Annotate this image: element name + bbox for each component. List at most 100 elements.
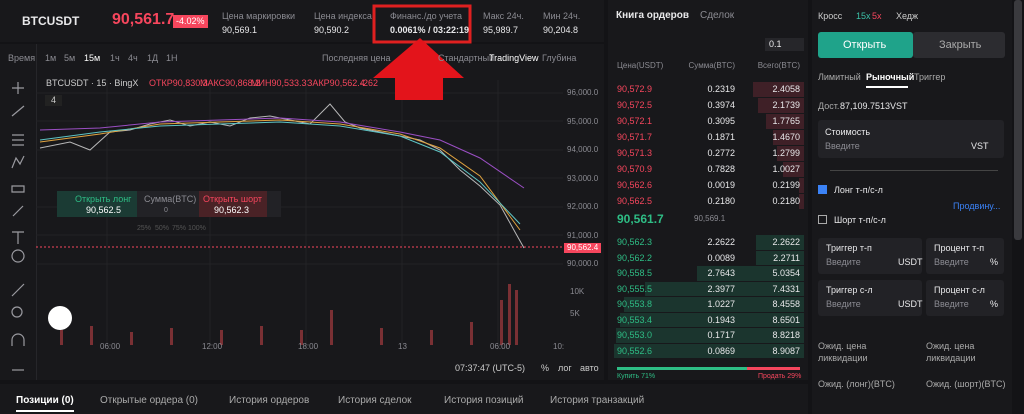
percent-option[interactable]: 50% bbox=[155, 225, 170, 232]
ob-step[interactable]: 0.1 bbox=[765, 38, 804, 51]
ob-price: 90,555.5 bbox=[617, 283, 653, 294]
ob-price: 90,552.6 bbox=[617, 345, 653, 356]
checkbox[interactable] bbox=[818, 215, 827, 224]
ob-total: 1.2799 bbox=[772, 148, 800, 158]
amount: 0 bbox=[164, 207, 168, 214]
ob-amount: 2.3977 bbox=[707, 283, 735, 294]
field-unit: % bbox=[990, 299, 999, 309]
order-type[interactable]: Лимитный bbox=[818, 72, 861, 82]
clock: 07:37:47 (UTC-5) bbox=[455, 363, 526, 373]
depth-bar bbox=[614, 343, 804, 358]
ob-price: 90,553.4 bbox=[617, 314, 653, 325]
interval[interactable]: 4ч bbox=[128, 53, 138, 63]
field-input[interactable] bbox=[818, 238, 922, 274]
bottom-tab[interactable]: Позиции (0) bbox=[16, 395, 74, 406]
interval[interactable]: 1ч bbox=[110, 53, 120, 63]
ob-price: 90,553.8 bbox=[617, 299, 653, 309]
price-tick: 90,000.0 bbox=[567, 259, 599, 268]
depth-bar bbox=[623, 297, 804, 312]
depth-bar bbox=[755, 235, 804, 250]
ma-line bbox=[39, 117, 525, 189]
bottom-tab[interactable]: История транзакций bbox=[550, 395, 645, 406]
depth-bar bbox=[645, 281, 804, 296]
ob-tab[interactable]: Книга ордеров bbox=[616, 10, 690, 21]
percent-option[interactable]: 100% bbox=[188, 225, 206, 232]
ob-column: Сумма(BTC) bbox=[688, 61, 735, 70]
leverage[interactable]: 15x bbox=[856, 11, 871, 21]
chart-legend: BTCUSDT · 15 · BingX bbox=[46, 78, 139, 88]
interval[interactable]: 1Н bbox=[166, 53, 178, 63]
ob-amount: 0.0089 bbox=[707, 252, 735, 263]
interval[interactable]: 1Д bbox=[147, 53, 159, 63]
time-tick: 18:00 bbox=[298, 342, 319, 351]
bottom-tab[interactable]: История сделок bbox=[338, 395, 412, 406]
available-label: Дост. bbox=[818, 101, 840, 111]
order-type[interactable]: Рыночный bbox=[866, 72, 915, 82]
field-label: Триггер т-п bbox=[826, 243, 872, 253]
ob-total: 1.4670 bbox=[772, 132, 800, 142]
field-label: Триггер с-л bbox=[826, 285, 873, 295]
ob-total: 5.0354 bbox=[772, 268, 800, 278]
view-tab[interactable]: Глубина bbox=[542, 53, 577, 63]
advanced[interactable]: Продвину... bbox=[953, 201, 1001, 211]
depth-bar bbox=[757, 98, 804, 113]
price-tick: 91,000.0 bbox=[567, 230, 599, 240]
symbol[interactable]: BTCUSDT bbox=[22, 14, 80, 28]
interval[interactable]: 5м bbox=[64, 53, 76, 63]
view-tab[interactable]: TradingView bbox=[489, 53, 539, 63]
bottom-tab[interactable]: Открытые ордера (0) bbox=[100, 395, 199, 406]
stat-value: 90,590.2 bbox=[314, 25, 350, 35]
checkbox[interactable] bbox=[818, 185, 827, 194]
price-tick: 95,000.0 bbox=[567, 116, 599, 126]
long-button[interactable] bbox=[57, 191, 137, 217]
current-price: 90,562.4 bbox=[564, 243, 602, 253]
available-unit: VST bbox=[890, 101, 908, 111]
depth-bar bbox=[766, 114, 804, 129]
order-type[interactable]: Триггер bbox=[914, 72, 946, 82]
stat-value: 0.0061% / 03:22:19 bbox=[390, 25, 470, 35]
interval[interactable]: 1м bbox=[45, 53, 57, 63]
percent-option[interactable]: 25% bbox=[137, 225, 152, 232]
axis-option[interactable]: авто bbox=[580, 363, 599, 373]
axis-option[interactable]: лог bbox=[558, 363, 572, 373]
field-input[interactable] bbox=[818, 280, 922, 316]
position-mode[interactable]: Хедж bbox=[896, 11, 919, 21]
stat-value: 90,204.8 bbox=[543, 25, 579, 35]
depth-bar bbox=[772, 130, 804, 145]
placeholder: Введите bbox=[825, 141, 860, 151]
bottom-tab[interactable]: История ордеров bbox=[229, 395, 310, 406]
tool-icons bbox=[11, 82, 25, 371]
tabs-bar bbox=[0, 384, 808, 414]
ob-amount: 0.2319 bbox=[707, 84, 735, 94]
depth-bar bbox=[776, 146, 804, 161]
leverage[interactable]: 5x bbox=[872, 11, 882, 21]
ob-amount: 2.7643 bbox=[707, 268, 735, 278]
stat-label: Финанс./до учета bbox=[390, 11, 462, 21]
short-button[interactable] bbox=[199, 191, 267, 217]
margin-mode[interactable]: Кросс bbox=[818, 11, 843, 21]
ob-total: 2.2622 bbox=[772, 237, 800, 247]
field-input[interactable] bbox=[926, 280, 1004, 316]
price-type[interactable]: Последняя цена bbox=[322, 53, 391, 63]
volume-tick: 5K bbox=[570, 309, 580, 318]
price-tick: 94,000.0 bbox=[567, 145, 599, 154]
axis-option[interactable]: % bbox=[541, 363, 550, 373]
open-button[interactable] bbox=[818, 32, 913, 58]
available: 87,109.7513 bbox=[840, 101, 891, 111]
time-tick: 10: bbox=[553, 342, 565, 351]
bottom-tab[interactable]: История позиций bbox=[444, 395, 524, 406]
ob-total: 2.4058 bbox=[772, 84, 800, 94]
ob-price: 90,558.5 bbox=[617, 268, 653, 278]
view-tab[interactable]: Стандартный bbox=[438, 53, 495, 63]
percent-option[interactable]: 75% bbox=[172, 225, 187, 232]
ob-tab[interactable]: Сделок bbox=[700, 10, 735, 21]
ob-price: 90,572.1 bbox=[617, 116, 653, 126]
short-label: Открыть шорт bbox=[203, 194, 263, 204]
ob-total: 8.4558 bbox=[772, 299, 800, 309]
cost-input[interactable] bbox=[818, 120, 1004, 158]
interval[interactable]: 15м bbox=[84, 53, 101, 63]
field-input[interactable] bbox=[926, 238, 1004, 274]
close-button[interactable] bbox=[913, 32, 1005, 58]
ob-amount: 0.3974 bbox=[707, 100, 735, 110]
ratio-buy bbox=[617, 367, 747, 370]
